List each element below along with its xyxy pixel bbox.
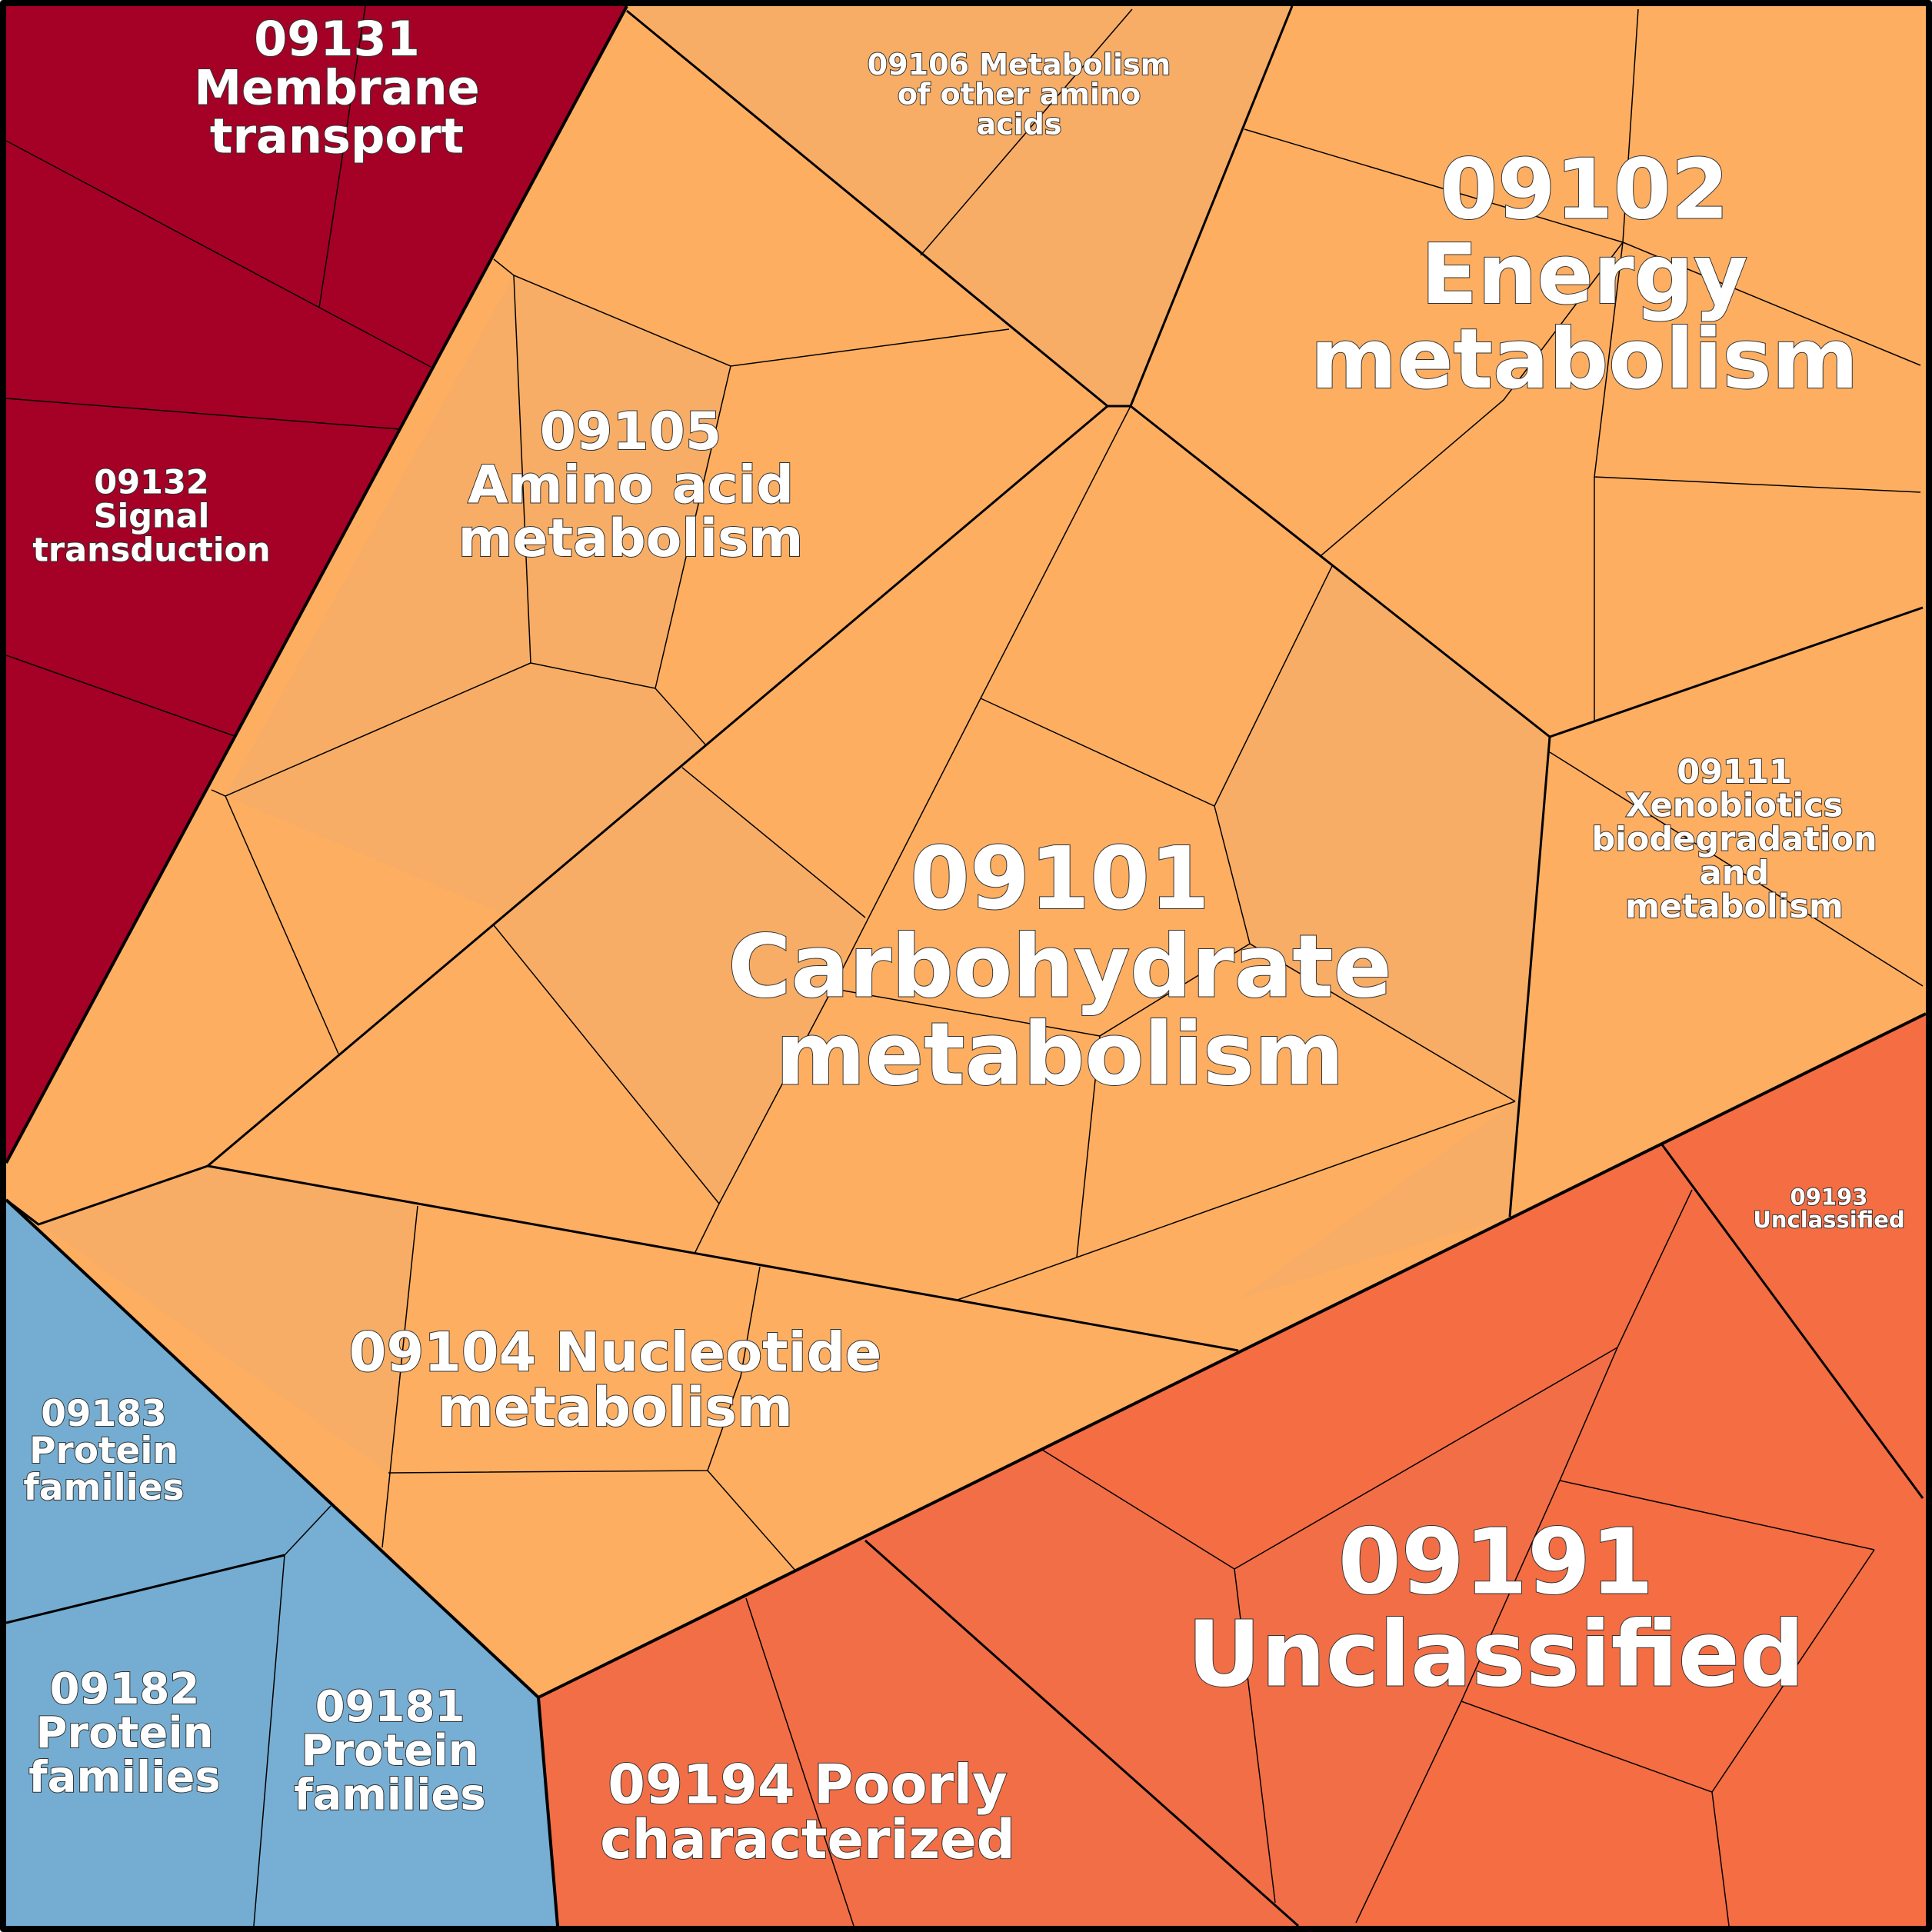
- label-line: 09105: [540, 401, 722, 462]
- label-line: metabolism: [775, 1005, 1344, 1105]
- subcell-fill: [254, 1506, 558, 1926]
- label-line: metabolism: [1311, 311, 1859, 408]
- label-line: Protein: [301, 1726, 479, 1776]
- label-line: transport: [210, 108, 464, 165]
- label-line: families: [28, 1752, 220, 1802]
- label-line: Amino acid: [468, 455, 794, 515]
- label-09194: 09194 Poorly characterized: [600, 1754, 1015, 1871]
- label-line: 09182: [50, 1664, 200, 1714]
- label-09182: 09182 Protein families: [28, 1664, 220, 1802]
- subcell-fill: [1214, 566, 1550, 1101]
- label-line: Unclassified: [1753, 1207, 1904, 1233]
- label-line: and: [1700, 854, 1769, 892]
- label-09181: 09181 Protein families: [294, 1682, 485, 1820]
- label-line: 09102: [1440, 142, 1729, 238]
- label-line: 09104 Nucleotide: [349, 1321, 881, 1384]
- label-line: Xenobiotics: [1626, 787, 1844, 825]
- label-line: transduction: [32, 531, 270, 569]
- label-line: 09193: [1790, 1184, 1868, 1211]
- label-line: 09131: [254, 11, 420, 67]
- subcell-fill: [494, 768, 865, 1204]
- label-line: 09106 Metabolism: [868, 48, 1171, 82]
- label-09132: 09132 Signal transduction: [32, 464, 270, 570]
- label-line: Protein: [29, 1430, 178, 1472]
- label-line: Membrane: [194, 59, 479, 115]
- label-line: 09111: [1677, 753, 1792, 791]
- label-line: 09101: [910, 829, 1210, 929]
- label-line: 09183: [41, 1393, 167, 1435]
- label-09193: 09193 Unclassified: [1753, 1184, 1904, 1234]
- subcell-fill: [225, 275, 731, 925]
- subcell-fill: [6, 1166, 418, 1473]
- label-line: Carbohydrate: [728, 917, 1391, 1017]
- subcell-borders: [5, 5, 1924, 1927]
- label-09102: 09102 Energy metabolism: [1311, 142, 1859, 408]
- subcell-fill: [1238, 737, 1550, 1299]
- label-line: metabolism: [438, 1376, 793, 1439]
- label-line: 09191: [1338, 1508, 1654, 1614]
- label-line: 09132: [94, 464, 209, 502]
- label-line: Unclassified: [1188, 1601, 1805, 1707]
- label-line: Protein: [36, 1708, 214, 1758]
- label-09111: 09111 Xenobiotics biodegradation and metabol…: [1591, 753, 1877, 926]
- label-line: Signal: [94, 497, 210, 535]
- label-09105: 09105 Amino acid metabolism: [458, 401, 804, 569]
- label-line: biodegradation: [1591, 820, 1877, 858]
- label-line: Energy: [1421, 227, 1748, 323]
- label-line: families: [294, 1770, 485, 1820]
- subcell-fills: [6, 6, 1617, 1926]
- label-line: of other amino: [898, 78, 1141, 112]
- subcell-fill: [538, 1598, 854, 1926]
- subcell-fill: [746, 1450, 1298, 1926]
- label-09191: 09191 Unclassified: [1188, 1508, 1805, 1707]
- label-09101: 09101 Carbohydrate metabolism: [728, 829, 1391, 1104]
- label-line: acids: [976, 107, 1061, 141]
- labels: 09131 Membrane transport 09132 Signal transd…: [22, 10, 1905, 1872]
- label-line: metabolism: [458, 508, 804, 569]
- label-line: characterized: [600, 1808, 1015, 1871]
- label-09183: 09183 Protein families: [23, 1393, 184, 1509]
- label-09104: 09104 Nucleotide metabolism: [349, 1321, 881, 1439]
- label-line: metabolism: [1625, 888, 1844, 926]
- label-line: 09181: [315, 1682, 465, 1732]
- label-09106: 09106 Metabolism of other amino acids: [868, 48, 1171, 142]
- label-line: families: [23, 1467, 184, 1509]
- subcell-fill: [1234, 1347, 1617, 1926]
- label-line: 09194 Poorly: [608, 1754, 1008, 1817]
- subcell-fill: [627, 6, 1292, 406]
- label-09131: 09131 Membrane transport: [194, 11, 479, 164]
